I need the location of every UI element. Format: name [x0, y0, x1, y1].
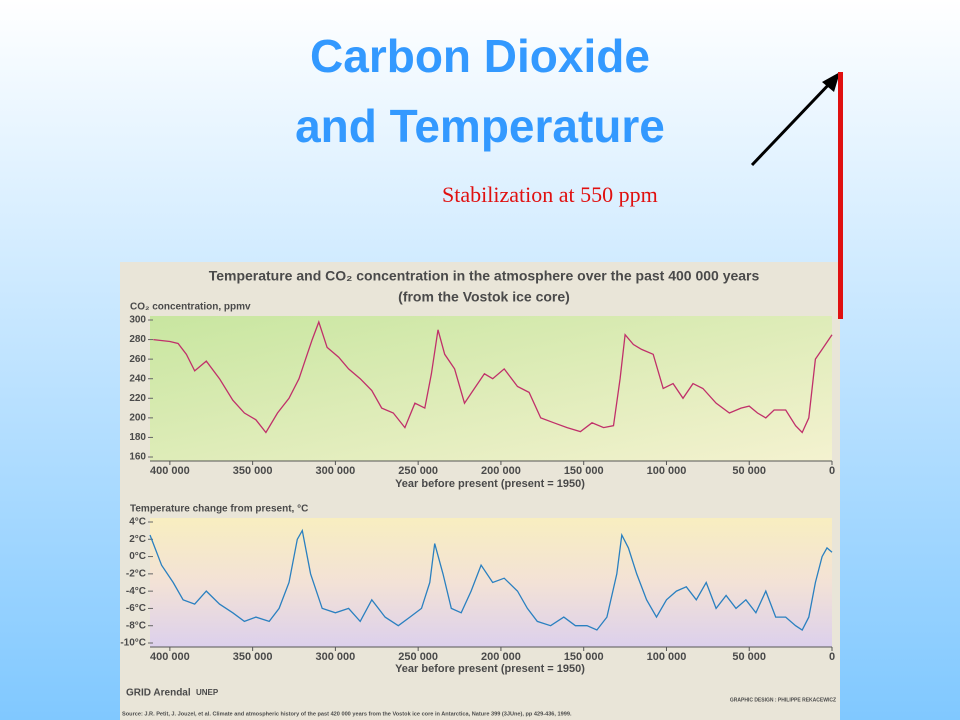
y-tick-label: 200	[129, 412, 146, 423]
y-tick-label: 180	[129, 432, 146, 443]
logo: GRID Arendal	[126, 688, 191, 699]
x-tick-label: 350 000	[233, 651, 273, 663]
x-tick-label: 100 000	[647, 651, 687, 663]
x-tick-label: 250 000	[398, 651, 438, 663]
y-tick-label: -6°C	[126, 603, 146, 614]
x-tick-label: 0	[829, 465, 835, 477]
x-tick-label: 50 000	[732, 465, 766, 477]
data-line	[149, 528, 833, 631]
slide-title: Carbon Dioxide	[310, 30, 650, 82]
y-tick-label: 220	[129, 393, 146, 404]
y-tick-label: 300	[129, 315, 146, 326]
x-tick-label: 350 000	[233, 465, 273, 477]
stabilization-bar	[838, 72, 843, 319]
y-tick-label: -4°C	[126, 586, 146, 597]
x-axis-label: Year before present (present = 1950)	[395, 663, 585, 675]
x-axis-label: Year before present (present = 1950)	[395, 478, 585, 490]
y-tick-label: 240	[129, 373, 146, 384]
x-tick-label: 400 000	[150, 465, 190, 477]
arrow-head	[822, 72, 840, 92]
y-tick-label: -10°C	[120, 638, 146, 649]
x-tick-label: 150 000	[564, 651, 604, 663]
y-tick-label: 2°C	[129, 534, 146, 545]
figure-title: Temperature and CO₂ concentration in the…	[209, 268, 760, 284]
y-tick-label: 280	[129, 334, 146, 345]
y-axis-label: Temperature change from present, °C	[130, 504, 308, 515]
x-tick-label: 300 000	[316, 651, 356, 663]
data-line	[153, 320, 833, 434]
x-tick-label: 150 000	[564, 465, 604, 477]
x-tick-label: 200 000	[481, 651, 521, 663]
x-tick-label: 200 000	[481, 465, 521, 477]
source: Source: J.R. Petit, J. Jouzel, et al. Cl…	[122, 711, 572, 717]
x-tick-label: 100 000	[647, 465, 687, 477]
y-tick-label: 160	[129, 452, 146, 463]
x-tick-label: 400 000	[150, 651, 190, 663]
y-tick-label: 4°C	[129, 517, 146, 528]
credit: GRAPHIC DESIGN : PHILIPPE REKACEWICZ	[730, 697, 836, 703]
plot-area	[150, 518, 832, 647]
figure-title: (from the Vostok ice core)	[398, 289, 570, 305]
x-tick-label: 250 000	[398, 465, 438, 477]
slide-title: and Temperature	[295, 100, 665, 152]
annotation: Stabilization at 550 ppm	[442, 182, 658, 207]
logo: UNEP	[196, 688, 219, 697]
y-tick-label: 0°C	[129, 551, 146, 562]
y-tick-label: -2°C	[126, 568, 146, 579]
x-tick-label: 300 000	[316, 465, 356, 477]
x-tick-label: 0	[829, 651, 835, 663]
plot-area	[150, 316, 832, 461]
y-tick-label: -8°C	[126, 620, 146, 631]
x-tick-label: 50 000	[732, 651, 766, 663]
y-tick-label: 260	[129, 354, 146, 365]
y-axis-label: CO₂ concentration, ppmv	[130, 302, 251, 313]
arrow	[750, 78, 835, 167]
